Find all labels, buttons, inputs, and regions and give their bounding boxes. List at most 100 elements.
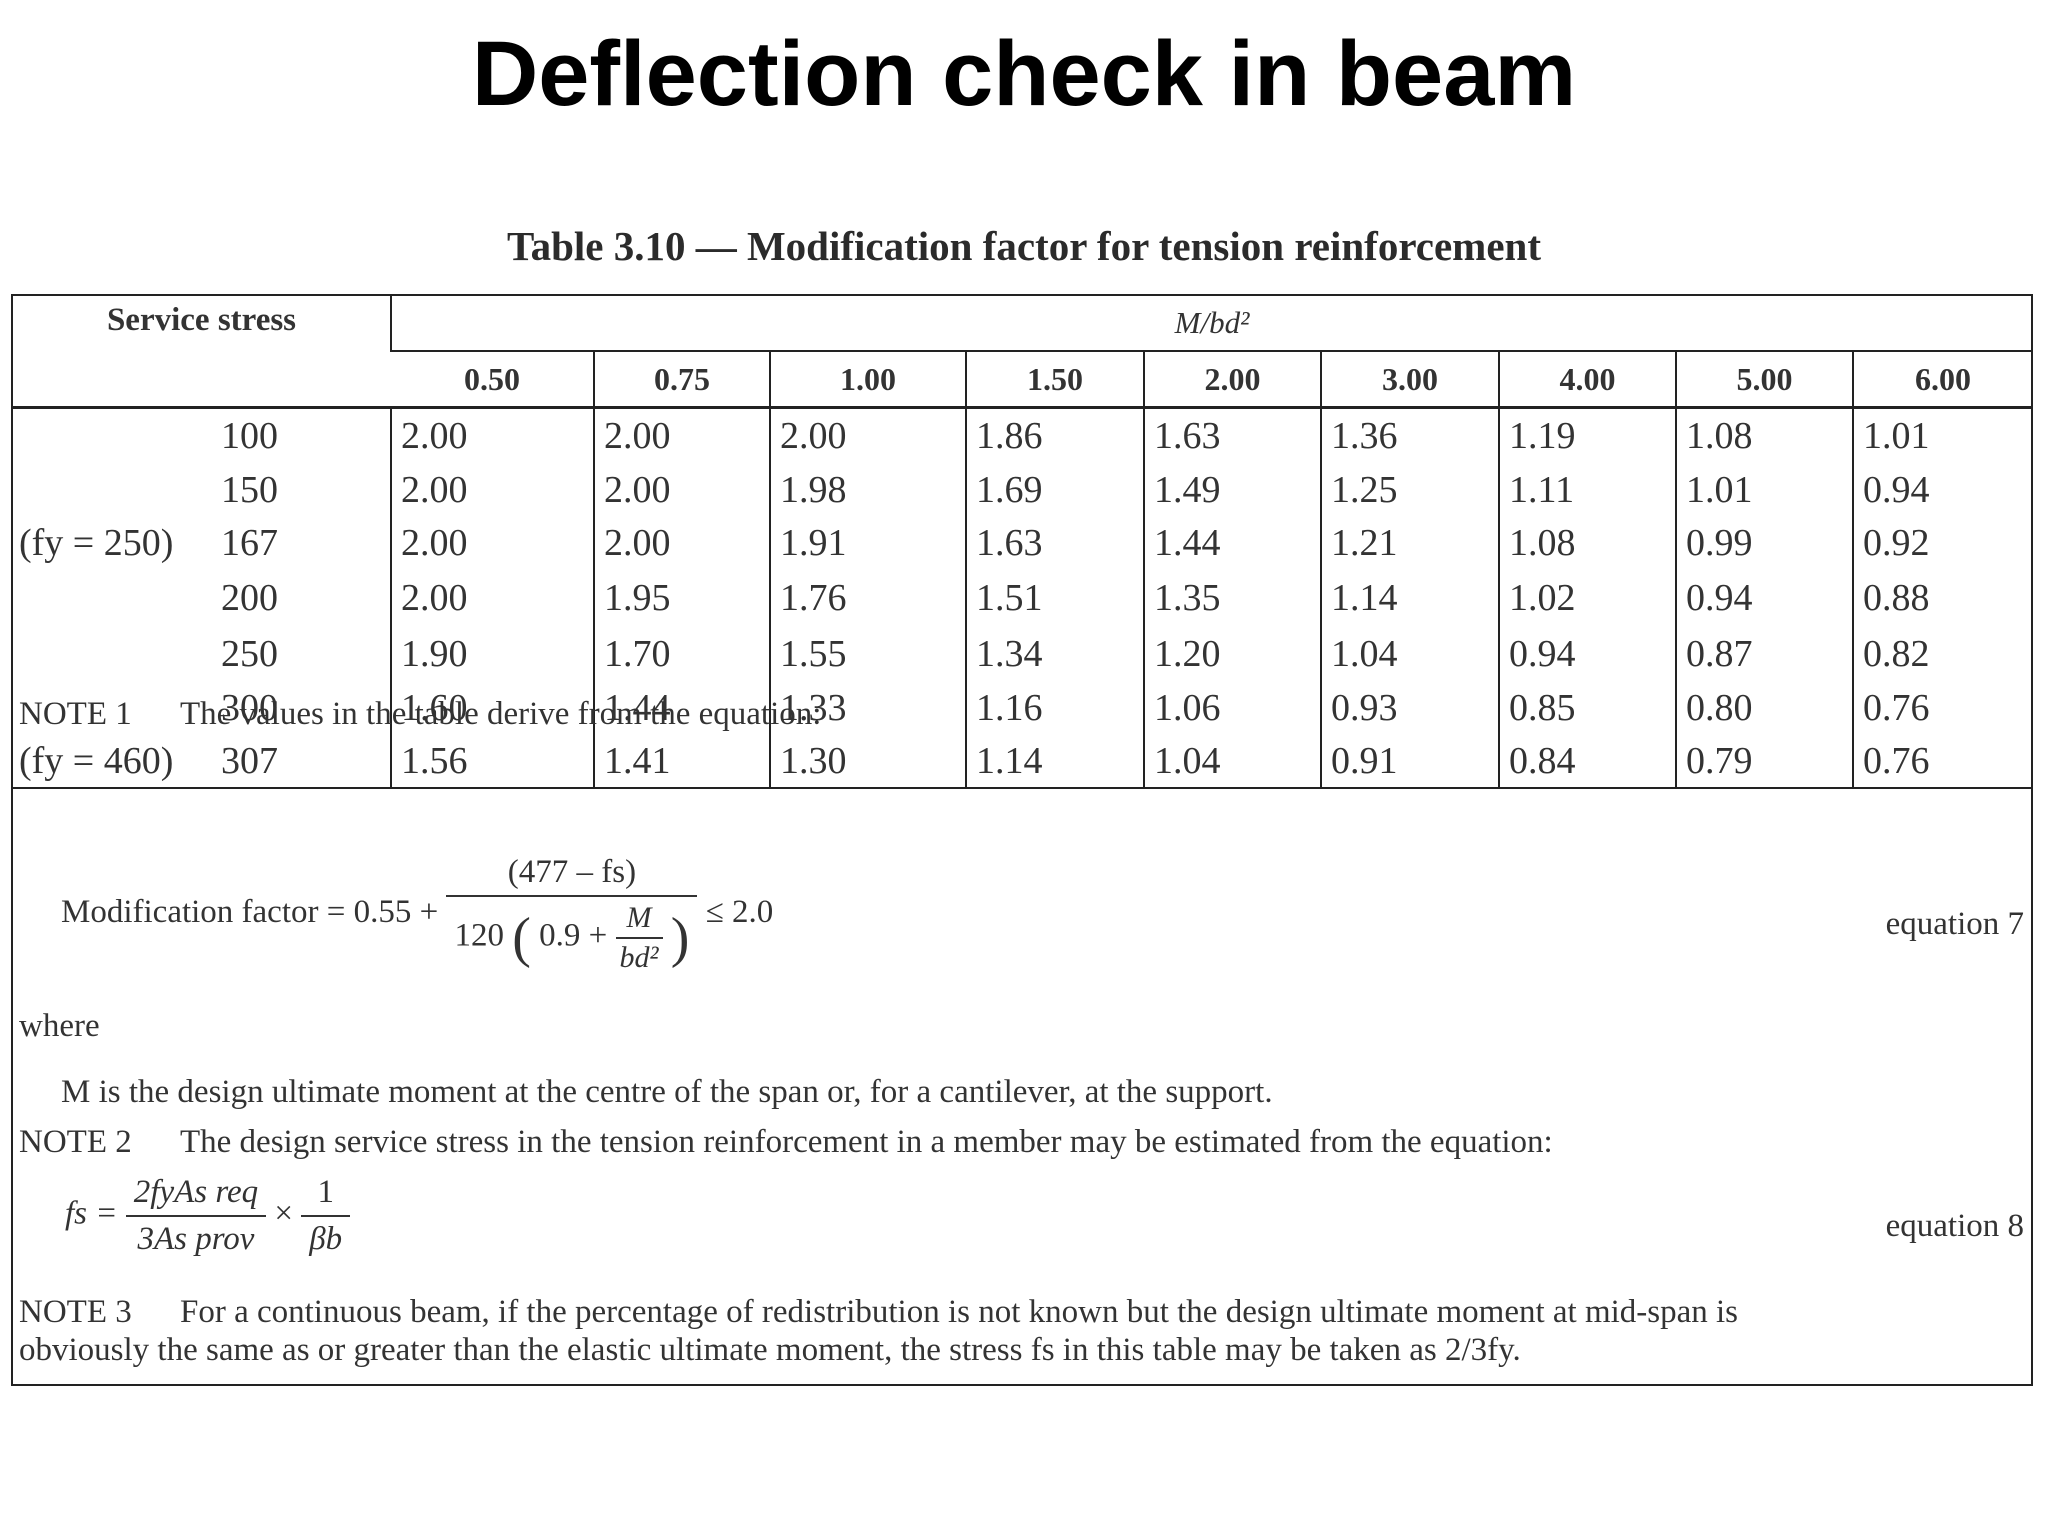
column-header: 1.50 (965, 351, 1144, 409)
factor-cell: 1.11 (1498, 463, 1676, 517)
note-1: NOTE 1 The values in the table derive fro… (19, 696, 821, 733)
factor-cell: 1.21 (1320, 517, 1499, 569)
eq7-open-paren: ( (512, 907, 531, 969)
table-row: 150 2.00 2.00 1.98 1.69 1.49 1.25 1.11 1.01 0.94 (13, 463, 2033, 517)
equation-8: fs = 2fyAs req 3As prov × 1 βb (65, 1174, 351, 1258)
factor-cell: 2.00 (593, 407, 770, 463)
column-header: 4.00 (1498, 351, 1676, 409)
factor-cell: 0.85 (1498, 681, 1676, 735)
eq8-fraction: 2fyAs req 3As prov (125, 1174, 267, 1258)
eq8-lhs: fs = (65, 1195, 118, 1232)
factor-cell: 1.56 (390, 735, 594, 789)
note-1-text: The values in the table derive from the … (180, 696, 822, 732)
table-row: 250 1.90 1.70 1.55 1.34 1.20 1.04 0.94 0.87 0.82 (13, 627, 2033, 681)
note-2: NOTE 2 The design service stress in the t… (19, 1124, 1553, 1161)
factor-cell: 1.95 (593, 569, 770, 627)
factor-cell: 1.51 (965, 569, 1144, 627)
factor-cell: 0.79 (1675, 735, 1853, 789)
factor-cell: 2.00 (593, 517, 770, 569)
table-notes: NOTE 1 The values in the table derive fro… (13, 296, 2032, 1386)
eq7-lhs: Modification factor = 0.55 + (61, 894, 439, 931)
column-header: 0.75 (593, 351, 770, 409)
table-row: (fy = 460) 307 1.56 1.41 1.30 1.14 1.04 0.91 0.8… (13, 735, 2033, 789)
factor-cell: 0.94 (1675, 569, 1853, 627)
factor-cell: 0.87 (1675, 627, 1853, 681)
factor-cell: 2.00 (593, 463, 770, 517)
factor-cell: 1.30 (769, 735, 966, 789)
column-header: 0.50 (391, 351, 594, 409)
service-stress-cell: 100 (13, 408, 391, 464)
factor-cell: 2.00 (390, 407, 594, 463)
eq7-denominator-inner: 0.9 + (539, 917, 608, 954)
factor-cell: 1.14 (965, 735, 1144, 789)
factor-cell: 1.91 (769, 517, 966, 569)
service-stress-cell: 150 (13, 463, 391, 517)
table-caption: Table 3.10 — Modification factor for ten… (507, 223, 1541, 269)
note-2-text: The design service stress in the tension… (180, 1124, 1553, 1160)
note-3-label: NOTE 3 (19, 1294, 132, 1330)
factor-cell: 0.76 (1851, 735, 2033, 789)
service-stress-value: 167 (221, 522, 278, 564)
factor-cell: 1.16 (965, 681, 1144, 735)
column-header: 3.00 (1320, 351, 1499, 409)
factor-cell: 1.02 (1498, 569, 1676, 627)
factor-cell: 1.76 (769, 569, 966, 627)
factor-cell: 1.55 (769, 627, 966, 681)
where-label: where (19, 1008, 100, 1044)
factor-cell: 1.49 (1143, 463, 1321, 517)
eq7-numerator: (477 – fs) (446, 854, 698, 897)
factor-cell: 2.00 (390, 517, 594, 569)
eq7-fraction: (477 – fs) 120 ( 0.9 + M bd² ) (446, 854, 698, 975)
equation-8-label: equation 8 (1885, 1208, 2024, 1244)
eq8-numerator-2: 1 (301, 1174, 351, 1217)
column-header: 6.00 (1851, 351, 2033, 409)
factor-cell: 0.94 (1498, 627, 1676, 681)
factor-cell: 0.91 (1320, 735, 1499, 789)
eq8-denominator: 3As prov (137, 1221, 255, 1257)
factor-cell: 1.14 (1320, 569, 1499, 627)
note-3-text-line-2: obviously the same as or greater than th… (19, 1332, 1521, 1368)
service-stress-cell: (fy = 460) 307 (13, 735, 391, 789)
service-stress-cell: 300 (13, 681, 391, 735)
note-1-label: NOTE 1 (19, 696, 132, 732)
table-row: 100 2.00 2.00 2.00 1.86 1.63 1.36 1.19 1.08 1.01 (13, 407, 2033, 464)
table-row: 300 1.60 1.44 1.33 1.16 1.06 0.93 0.85 0.80 0.76 (13, 681, 2033, 735)
eq7-inner-fraction: M bd² (615, 901, 663, 975)
column-group-label: M/bd² (389, 296, 2033, 352)
factor-cell: 2.00 (390, 463, 594, 517)
service-stress-cell: 250 (13, 627, 391, 681)
column-header: 1.00 (769, 351, 966, 409)
factor-cell: 0.82 (1851, 627, 2033, 681)
factor-cell: 1.34 (965, 627, 1144, 681)
factor-cell: 2.00 (390, 569, 594, 627)
factor-cell: 1.08 (1498, 517, 1676, 569)
factor-cell: 1.04 (1143, 735, 1321, 789)
eq7-inner-numerator: M (615, 901, 663, 939)
factor-cell: 1.01 (1851, 407, 2033, 463)
factor-cell: 1.06 (1143, 681, 1321, 735)
factor-cell: 1.60 (390, 681, 594, 735)
factor-cell: 0.84 (1498, 735, 1676, 789)
eq8-times: × (274, 1195, 293, 1232)
service-stress-value: 150 (221, 469, 278, 511)
factor-cell: 1.63 (965, 517, 1144, 569)
service-stress-cell: 200 (13, 569, 391, 627)
service-stress-value: 250 (221, 633, 278, 675)
factor-cell: 1.69 (965, 463, 1144, 517)
factor-cell: 0.93 (1320, 681, 1499, 735)
eq7-rhs: ≤ 2.0 (705, 894, 774, 931)
note-3: NOTE 3 For a continuous beam, if the perc… (19, 1294, 1738, 1331)
factor-cell: 0.99 (1675, 517, 1853, 569)
factor-cell: 0.92 (1851, 517, 2033, 569)
column-header: 2.00 (1143, 351, 1321, 409)
fy-note: (fy = 460) (19, 740, 174, 782)
factor-cell: 1.20 (1143, 627, 1321, 681)
service-stress-value: 300 (221, 687, 278, 729)
factor-cell: 1.41 (593, 735, 770, 789)
factor-cell: 1.86 (965, 407, 1144, 463)
eq7-denominator-prefix: 120 (454, 917, 504, 954)
factor-cell: 0.88 (1851, 569, 2033, 627)
service-stress-value: 100 (221, 415, 278, 457)
factor-cell: 2.00 (769, 407, 966, 463)
service-stress-value: 200 (221, 577, 278, 619)
